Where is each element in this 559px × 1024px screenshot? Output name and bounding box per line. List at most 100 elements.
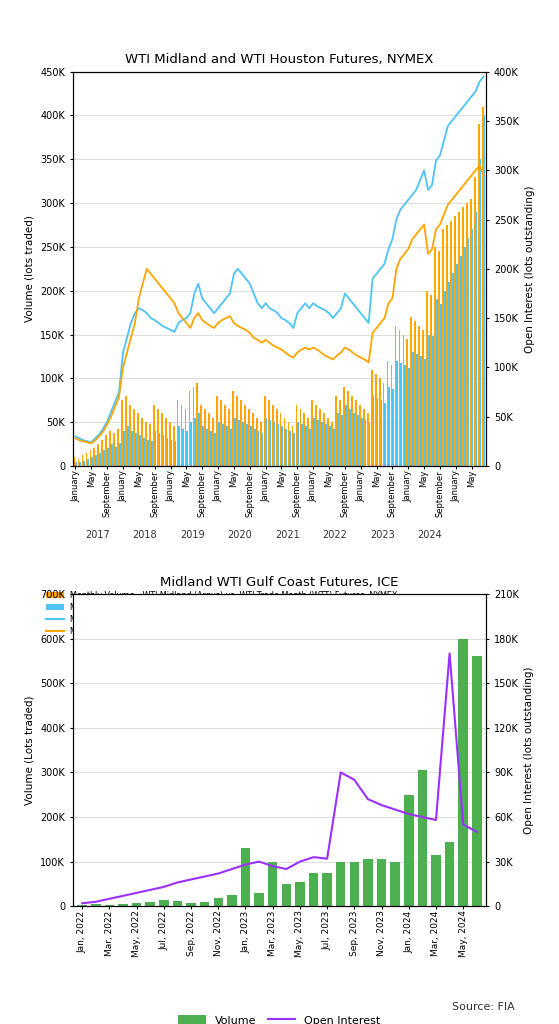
Bar (311, 400, 313, 466)
Bar (192, 387, 195, 466)
Bar (133, 409, 135, 466)
Bar (341, 415, 343, 466)
Bar (420, 356, 422, 466)
Bar (427, 291, 428, 466)
Bar (336, 861, 345, 906)
Bar (216, 396, 218, 466)
Bar (82, 456, 83, 466)
Bar (440, 304, 442, 466)
Bar (335, 396, 337, 466)
Bar (202, 426, 204, 466)
Bar (268, 400, 269, 466)
Bar (404, 366, 406, 466)
Bar (300, 409, 301, 466)
Bar (428, 335, 430, 466)
Bar (129, 404, 131, 466)
Bar (241, 848, 250, 906)
Bar (474, 177, 476, 466)
Bar (121, 400, 123, 466)
Bar (472, 656, 481, 906)
Bar (113, 432, 115, 466)
Text: 2024: 2024 (418, 529, 442, 540)
Bar (406, 339, 408, 466)
Bar (290, 431, 291, 466)
Bar (438, 251, 440, 466)
Bar (272, 404, 273, 466)
Bar (264, 396, 266, 466)
Bar (209, 414, 210, 466)
Bar (74, 457, 75, 466)
Bar (329, 426, 331, 466)
Bar (244, 404, 246, 466)
Bar (399, 330, 400, 466)
Bar (379, 378, 381, 466)
Bar (197, 383, 198, 466)
Bar (173, 426, 174, 466)
Bar (432, 336, 434, 466)
Bar (236, 396, 238, 466)
Bar (269, 421, 271, 466)
Bar (404, 795, 414, 906)
Bar (169, 422, 170, 466)
Bar (331, 422, 333, 466)
Bar (149, 424, 151, 466)
Bar (248, 409, 250, 466)
Bar (431, 855, 440, 906)
Bar (238, 421, 240, 466)
Bar (468, 239, 470, 466)
Bar (280, 414, 282, 466)
Bar (224, 404, 226, 466)
Text: 2022: 2022 (323, 529, 347, 540)
Bar (359, 404, 361, 466)
Text: 2018: 2018 (132, 529, 157, 540)
Bar (416, 353, 418, 466)
Bar (75, 462, 77, 466)
Bar (288, 422, 290, 466)
Bar (434, 247, 436, 466)
Bar (381, 400, 382, 466)
Bar (357, 415, 358, 466)
Text: Source: FIA: Source: FIA (452, 1001, 514, 1012)
Bar (458, 639, 468, 906)
Bar (377, 859, 386, 906)
Bar (195, 418, 196, 466)
Bar (105, 905, 114, 906)
Bar (273, 422, 276, 466)
Bar (91, 904, 101, 906)
Bar (254, 893, 264, 906)
Bar (161, 414, 163, 466)
Bar (283, 418, 286, 466)
Bar (333, 429, 335, 466)
Bar (132, 903, 141, 906)
Bar (186, 431, 188, 466)
Bar (174, 441, 176, 466)
Bar (349, 409, 350, 466)
Bar (230, 429, 232, 466)
Bar (363, 859, 373, 906)
Bar (423, 330, 424, 466)
Bar (347, 391, 349, 466)
Bar (250, 426, 252, 466)
Bar (127, 426, 129, 466)
Bar (396, 360, 398, 466)
Y-axis label: Volume (Lots traded): Volume (Lots traded) (25, 695, 35, 805)
Bar (286, 429, 287, 466)
Bar (368, 422, 371, 466)
Bar (123, 431, 125, 466)
Bar (430, 295, 432, 466)
Bar (268, 861, 277, 906)
Bar (205, 409, 206, 466)
Y-axis label: Volume (lots traded): Volume (lots traded) (25, 215, 35, 323)
Bar (191, 422, 192, 466)
Bar (351, 396, 353, 466)
Bar (214, 898, 223, 906)
Bar (119, 443, 121, 466)
Bar (135, 432, 136, 466)
Bar (410, 317, 412, 466)
Bar (391, 366, 392, 466)
Bar (353, 414, 354, 466)
Bar (103, 451, 105, 466)
Bar (137, 414, 139, 466)
Bar (227, 895, 236, 906)
Bar (107, 449, 109, 466)
